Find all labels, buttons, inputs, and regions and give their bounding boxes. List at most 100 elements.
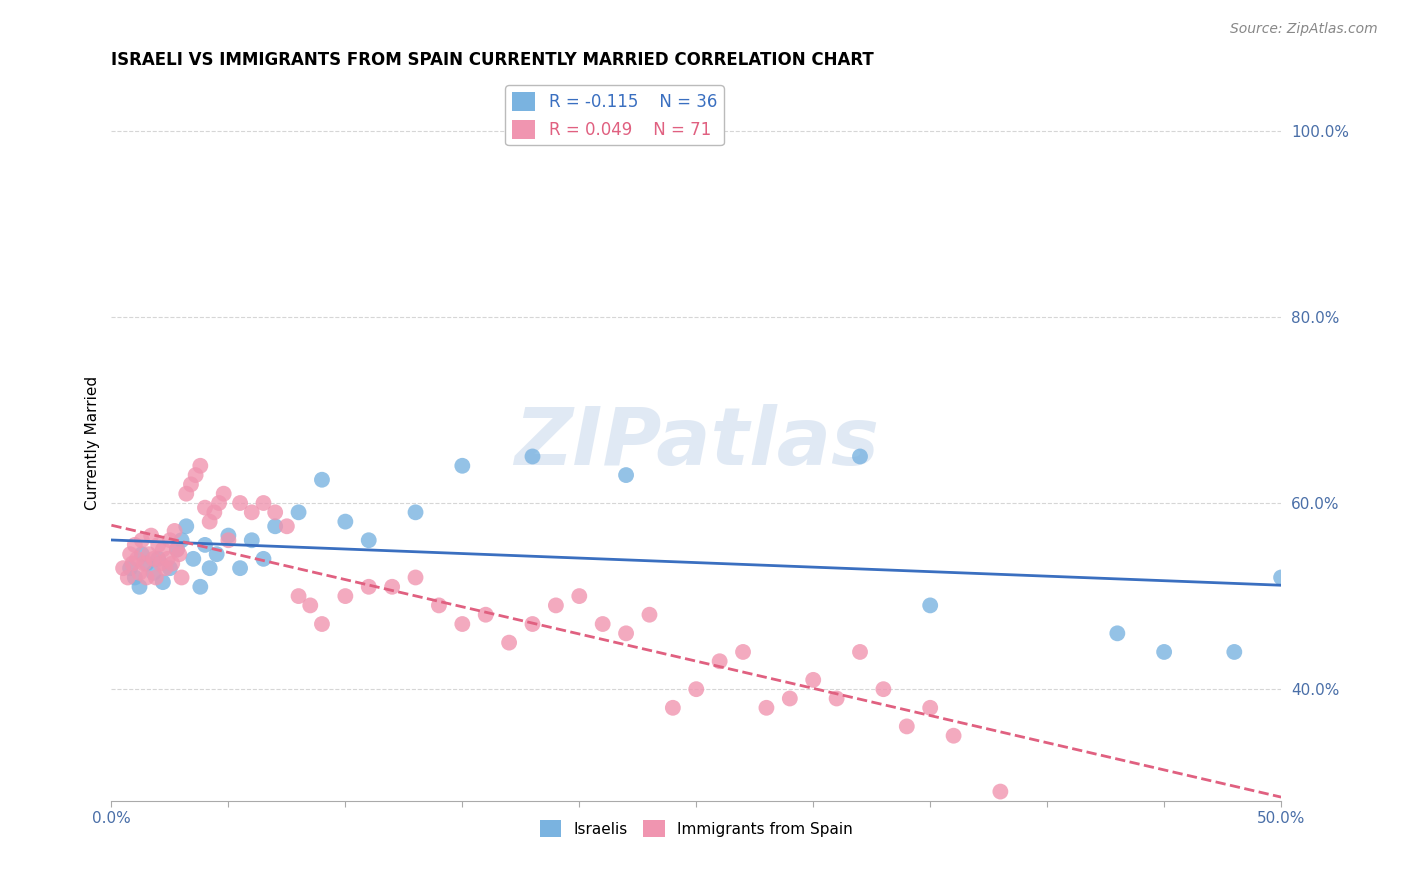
Point (474, 607, 496, 622)
Point (120, 561, 142, 575)
Point (405, 505, 427, 519)
Point (252, 496, 274, 510)
Point (942, 729, 965, 743)
Point (335, 515, 357, 529)
Point (755, 700, 778, 714)
Point (217, 533, 239, 548)
Point (638, 607, 661, 622)
Point (188, 458, 211, 473)
Point (685, 682, 707, 697)
Point (135, 557, 157, 571)
Point (229, 496, 252, 510)
Point (117, 570, 139, 584)
Point (180, 477, 202, 491)
Point (198, 561, 221, 575)
Point (152, 575, 174, 590)
Point (872, 682, 894, 697)
Point (592, 617, 614, 632)
Point (174, 519, 197, 533)
Point (184, 468, 207, 483)
Point (208, 496, 231, 510)
Point (311, 473, 333, 487)
Point (188, 580, 211, 594)
Point (212, 486, 235, 500)
Point (276, 519, 298, 533)
Point (120, 547, 142, 561)
Point (544, 599, 567, 613)
Point (170, 533, 193, 548)
Point (166, 542, 188, 557)
Point (264, 519, 287, 533)
Point (1153, 645, 1175, 659)
Point (181, 552, 204, 566)
Point (152, 542, 174, 557)
Point (135, 570, 157, 584)
Point (920, 700, 942, 714)
Point (311, 617, 333, 632)
Point (160, 557, 183, 571)
Point (124, 538, 146, 552)
Point (405, 570, 427, 584)
Point (174, 486, 197, 500)
Point (381, 580, 404, 594)
Point (299, 599, 322, 613)
Point (240, 533, 263, 548)
Point (142, 552, 165, 566)
Point (568, 589, 591, 603)
Point (128, 566, 150, 580)
Point (121, 557, 143, 571)
Point (1223, 645, 1246, 659)
Point (427, 599, 450, 613)
Point (156, 552, 179, 566)
Point (217, 528, 239, 542)
Point (287, 505, 309, 519)
Point (614, 626, 637, 640)
Point (138, 547, 160, 561)
Y-axis label: Currently Married: Currently Married (86, 376, 100, 509)
Point (148, 538, 170, 552)
Point (240, 505, 263, 519)
Point (1270, 570, 1292, 584)
Point (522, 450, 544, 464)
Point (990, 784, 1012, 798)
Point (202, 505, 225, 519)
Text: ZIPatlas: ZIPatlas (513, 403, 879, 482)
Text: Source: ZipAtlas.com: Source: ZipAtlas.com (1230, 22, 1378, 37)
Point (357, 533, 380, 548)
Point (920, 599, 942, 613)
Point (170, 570, 193, 584)
Legend: Israelis, Immigrants from Spain: Israelis, Immigrants from Spain (534, 814, 859, 844)
Point (149, 557, 172, 571)
Point (896, 719, 918, 733)
Point (451, 617, 474, 632)
Point (357, 580, 380, 594)
Point (252, 552, 274, 566)
Point (134, 557, 156, 571)
Point (159, 533, 181, 548)
Point (287, 589, 309, 603)
Point (229, 561, 252, 575)
Point (194, 500, 217, 515)
Point (127, 552, 149, 566)
Point (522, 617, 544, 632)
Point (131, 533, 153, 548)
Point (131, 547, 153, 561)
Point (849, 645, 872, 659)
Point (124, 570, 146, 584)
Point (166, 542, 188, 557)
Point (731, 645, 754, 659)
Text: ISRAELI VS IMMIGRANTS FROM SPAIN CURRENTLY MARRIED CORRELATION CHART: ISRAELI VS IMMIGRANTS FROM SPAIN CURRENT… (111, 51, 875, 69)
Point (148, 552, 170, 566)
Point (198, 515, 221, 529)
Point (159, 561, 181, 575)
Point (1107, 626, 1129, 640)
Point (779, 691, 801, 706)
Point (849, 450, 872, 464)
Point (167, 547, 190, 561)
Point (141, 528, 163, 542)
Point (205, 547, 228, 561)
Point (614, 468, 637, 483)
Point (128, 580, 150, 594)
Point (112, 561, 135, 575)
Point (662, 700, 685, 714)
